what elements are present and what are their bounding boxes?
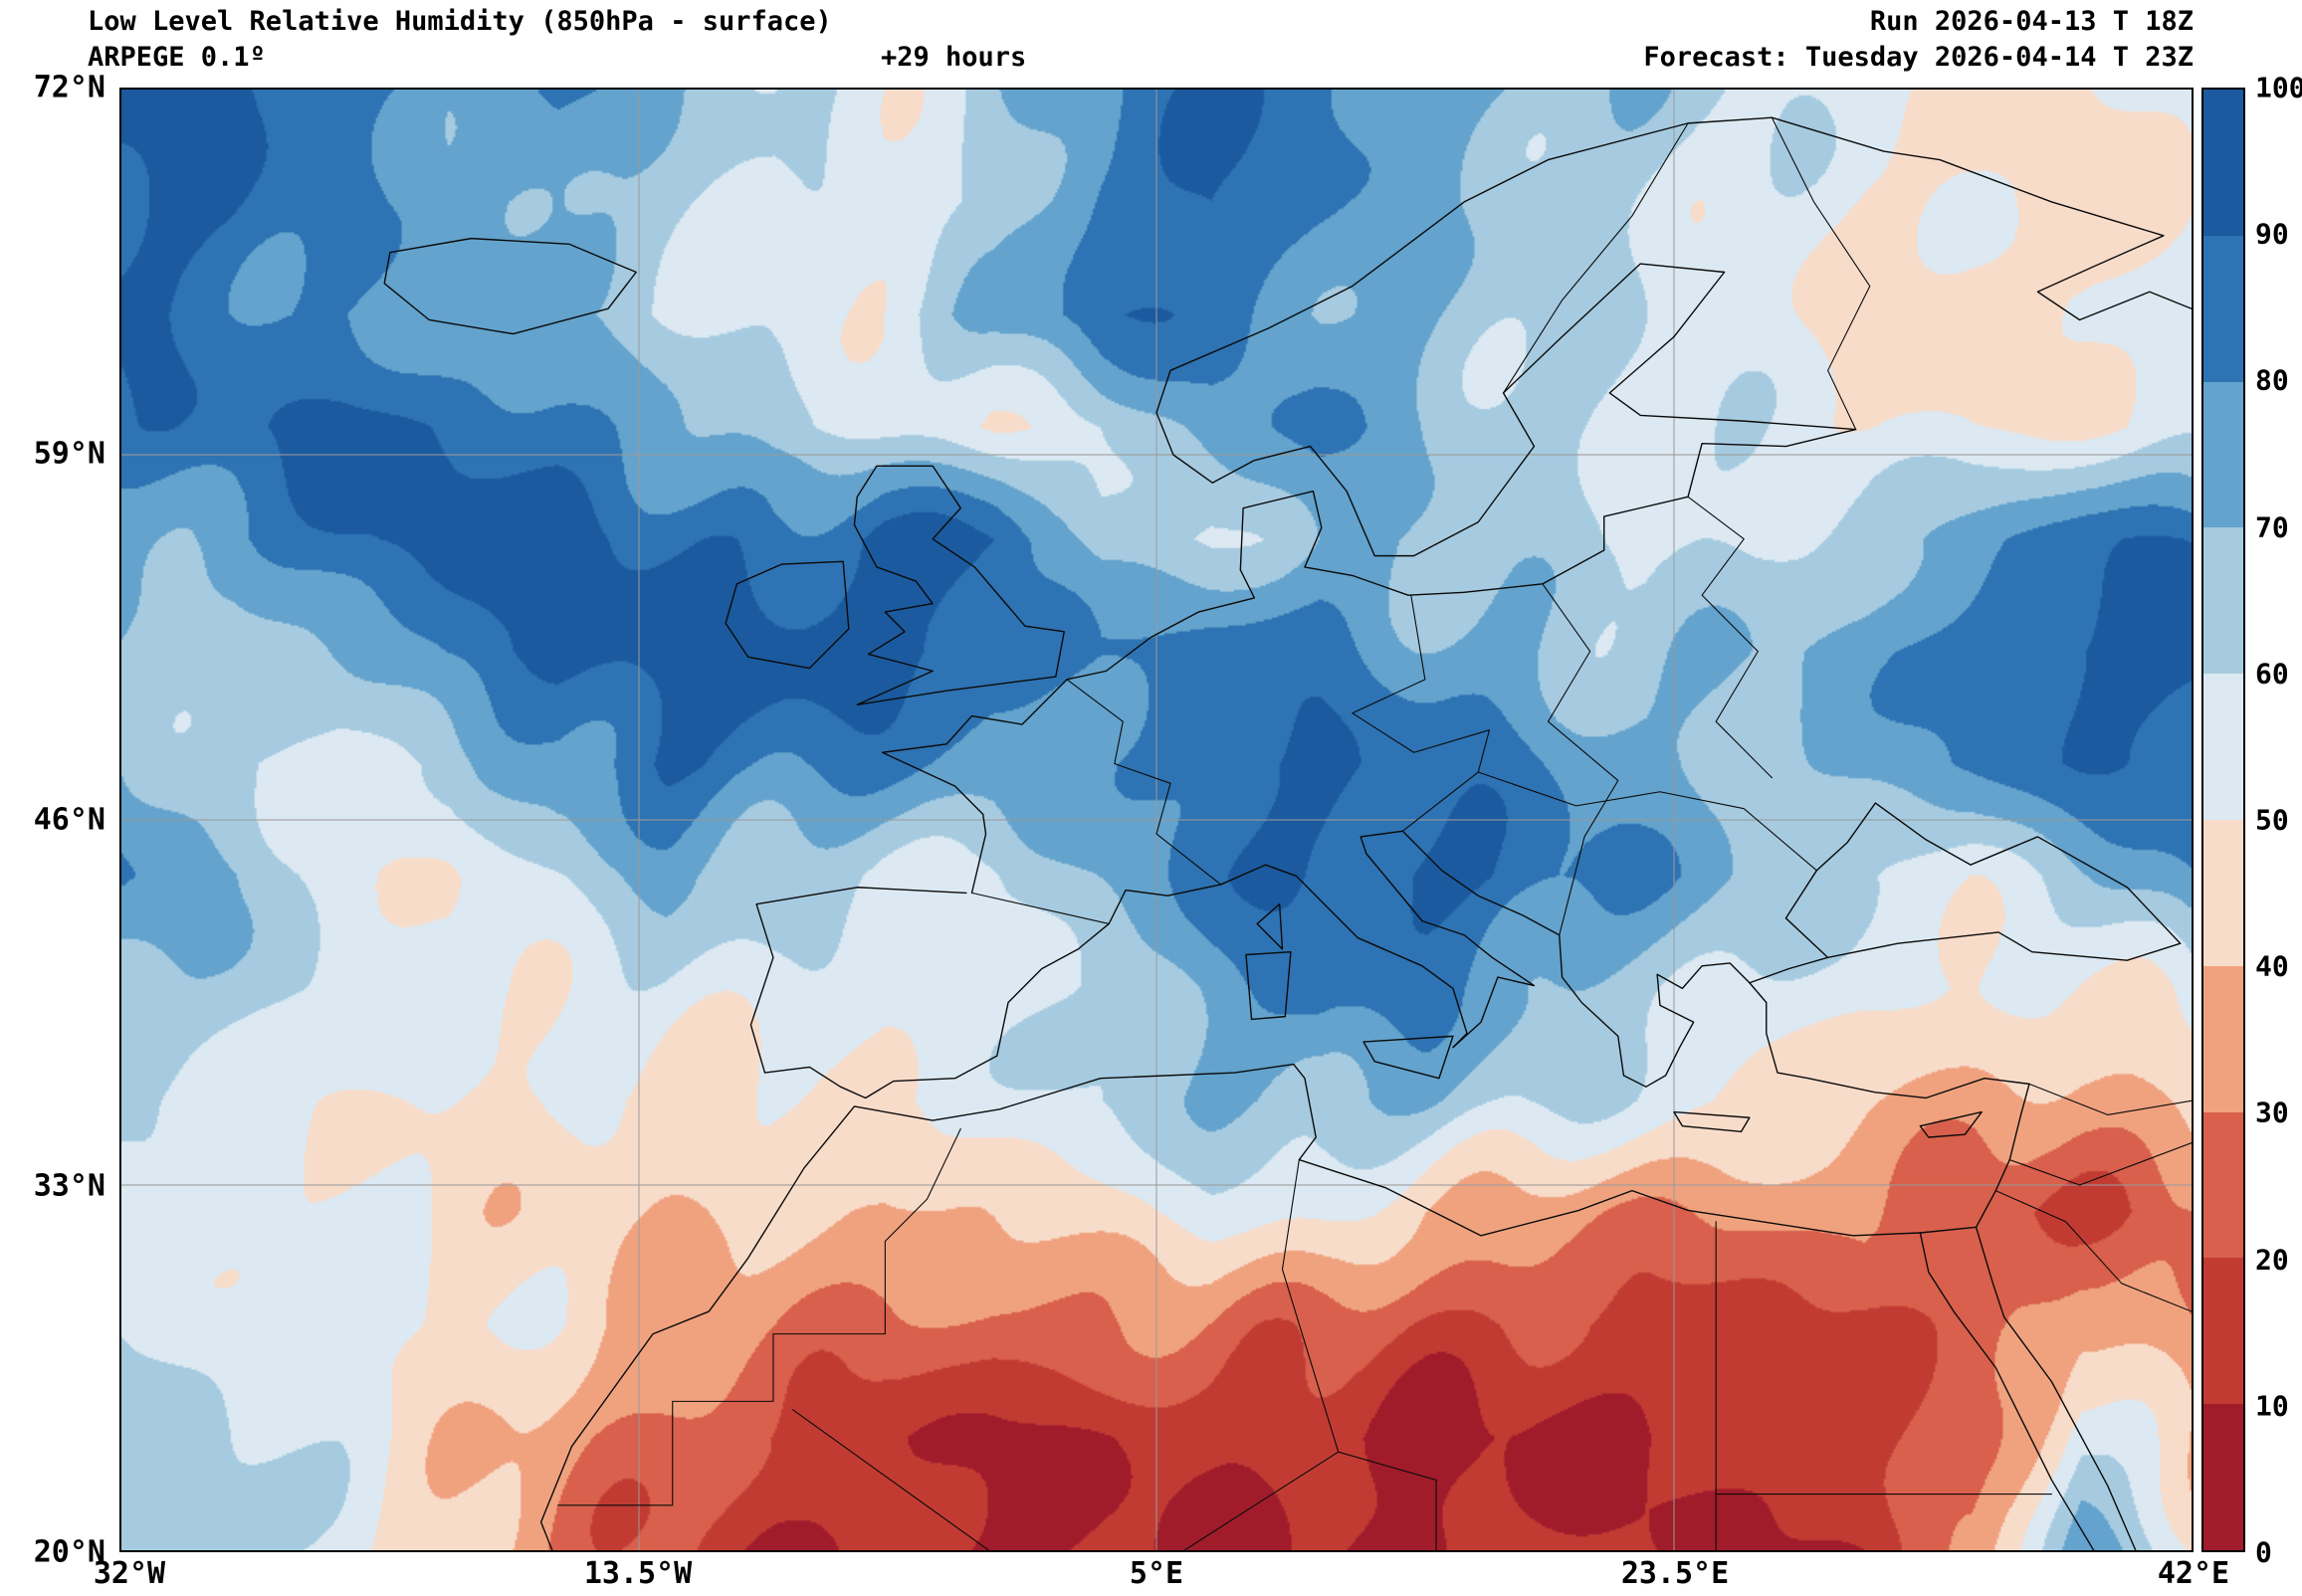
forecast-label: Forecast: Tuesday 2026-04-14 T 23Z: [1643, 42, 2194, 73]
run-label: Run 2026-04-13 T 18Z: [1869, 6, 2194, 37]
y-tick-label: 46°N: [33, 802, 105, 838]
colorbar-tick: 80: [2255, 363, 2289, 397]
y-tick-label: 59°N: [33, 436, 105, 472]
colorbar-tick: 90: [2255, 217, 2289, 251]
coastlines: [384, 117, 2192, 1550]
y-tick-label: 33°N: [33, 1168, 105, 1204]
colorbar-tick: 20: [2255, 1243, 2289, 1277]
colorbar-segment: [2203, 1258, 2243, 1405]
map-overlay: [121, 90, 2192, 1550]
colorbar-tick: 70: [2255, 510, 2289, 544]
colorbar-segment: [2203, 527, 2243, 675]
colorbar-segment: [2203, 90, 2243, 236]
page-title: Low Level Relative Humidity (850hPa - su…: [88, 6, 832, 37]
colorbar-tick: 100: [2255, 71, 2302, 104]
x-tick-label: 23.5°E: [1620, 1556, 1730, 1591]
x-tick-label: 32°W: [93, 1556, 166, 1591]
colorbar-segment: [2203, 235, 2243, 382]
colorbar-segment: [2203, 674, 2243, 820]
graticule-gridlines: [121, 90, 2192, 1550]
colorbar-tick: 40: [2255, 949, 2289, 983]
colorbar-tick: 60: [2255, 657, 2289, 691]
colorbar-tick: 0: [2255, 1535, 2272, 1569]
x-tick-label: 13.5°W: [583, 1556, 693, 1591]
colorbar-tick: 10: [2255, 1389, 2289, 1423]
map-plot-area: [119, 88, 2194, 1552]
colorbar-tick: 50: [2255, 803, 2289, 837]
country-borders: [557, 117, 2192, 1550]
colorbar-segment: [2203, 819, 2243, 966]
colorbar: [2201, 88, 2245, 1552]
lead-time-label: +29 hours: [881, 42, 1027, 73]
x-tick-label: 5°E: [1129, 1556, 1184, 1591]
colorbar-segment: [2203, 1111, 2243, 1259]
colorbar-tick: 30: [2255, 1096, 2289, 1129]
y-tick-label: 20°N: [33, 1534, 105, 1570]
colorbar-labels: 100 90 80 70 60 50 40 30 20 10 0: [2255, 72, 2302, 1569]
x-tick-label: 42°E: [2157, 1556, 2230, 1591]
colorbar-segment: [2203, 381, 2243, 528]
y-tick-label: 72°N: [33, 70, 105, 105]
model-label: ARPEGE 0.1º: [88, 42, 266, 73]
colorbar-segment: [2203, 1404, 2243, 1550]
colorbar-segment: [2203, 965, 2243, 1112]
